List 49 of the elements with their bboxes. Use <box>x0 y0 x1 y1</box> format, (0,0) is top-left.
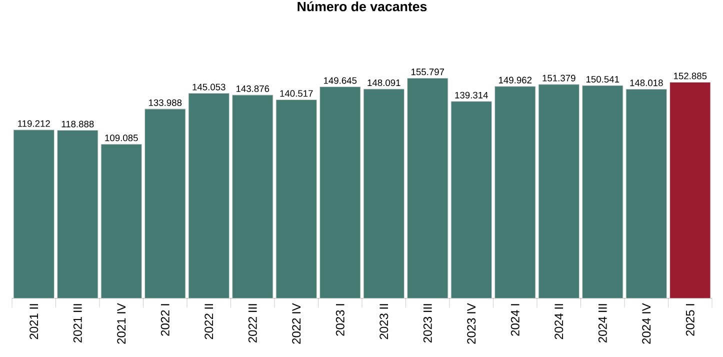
x-tick-label: 2025 I <box>686 304 694 336</box>
x-tick-label: 2024 I <box>510 304 520 336</box>
bar <box>13 130 54 299</box>
data-label: 148.018 <box>630 80 663 86</box>
bar <box>57 130 98 299</box>
data-label: 151.379 <box>542 74 576 82</box>
x-tick-label: 2022 III <box>248 304 257 342</box>
data-label: 155.797 <box>411 68 444 76</box>
data-label: 149.645 <box>324 77 357 84</box>
bar <box>320 86 361 299</box>
data-label: 145.053 <box>192 84 226 90</box>
x-tick-label: 2021 II <box>30 304 38 340</box>
data-label: 148.091 <box>368 79 400 86</box>
x-tick-label: 2023 IV <box>467 303 476 344</box>
x-tick-label: 2023 III <box>423 304 432 342</box>
x-tick-label: 2022 IV <box>292 303 301 344</box>
bar <box>538 84 580 299</box>
x-tick-label: 2021 IV <box>117 303 126 344</box>
bar <box>232 94 274 299</box>
bar <box>100 144 142 299</box>
x-tick-label: 2023 I <box>336 304 344 336</box>
bar <box>670 82 711 299</box>
data-label: 109.085 <box>105 134 138 142</box>
x-tick-label: 2024 II <box>554 304 564 340</box>
data-label: 118.888 <box>62 120 94 128</box>
bar <box>144 108 186 299</box>
data-label: 139.314 <box>455 92 488 98</box>
x-tick-label: 2022 II <box>204 304 214 340</box>
bar <box>494 86 536 299</box>
x-tick-label: 2024 III <box>598 304 607 342</box>
data-label: 150.541 <box>586 76 620 83</box>
chart-title: Número de vacantes <box>298 1 427 12</box>
data-label: 119.212 <box>18 120 50 127</box>
x-tick-label: 2022 I <box>160 304 170 336</box>
x-tick-label: 2024 IV <box>642 303 651 344</box>
bar <box>407 78 448 299</box>
bar <box>450 101 492 299</box>
bar <box>188 93 230 299</box>
data-label: 133.988 <box>148 99 182 106</box>
data-label: 143.876 <box>236 85 270 92</box>
data-label: 152.885 <box>674 72 707 80</box>
bar <box>363 88 404 299</box>
data-label: 140.517 <box>280 90 313 97</box>
bar <box>276 99 317 299</box>
data-label: 149.962 <box>498 76 532 84</box>
bar <box>582 85 624 299</box>
bar <box>626 88 668 299</box>
x-tick-label: 2021 III <box>73 304 82 342</box>
x-tick-label: 2023 II <box>380 304 388 340</box>
